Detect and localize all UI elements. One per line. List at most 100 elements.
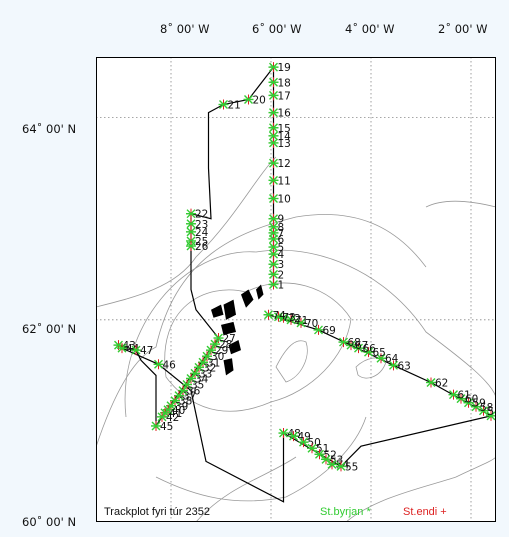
island	[223, 299, 236, 320]
station-label: 42	[166, 412, 179, 424]
lon-label-2w: 2˚ 00' W	[438, 22, 488, 36]
lat-label-60n: 60˚ 00' N	[22, 515, 77, 529]
station-label: 41	[169, 408, 182, 420]
lon-label-8w: 8˚ 00' W	[160, 22, 210, 36]
station-label: 39	[175, 401, 188, 413]
station-label: 3	[278, 259, 285, 271]
station-11: 11	[268, 175, 291, 187]
station-label: 18	[278, 77, 291, 89]
station-3: 3	[268, 259, 285, 271]
station-label: 2	[278, 269, 285, 281]
legend-end: St.endi +	[403, 506, 447, 518]
station-28: 28	[210, 339, 232, 351]
station-label: 4	[278, 249, 285, 261]
station-label: 25	[195, 236, 208, 248]
station-30: 30	[202, 351, 224, 363]
station-label: 45	[160, 421, 173, 433]
station-label: 29	[215, 345, 228, 357]
station-label: 46	[163, 359, 177, 371]
map-plot-area: 1234567891011121314151617181920212223242…	[96, 57, 496, 522]
plot-footer: Trackplot fyri túr 2352 St.byrjan * St.e…	[96, 504, 496, 522]
lon-label-6w: 6˚ 00' W	[252, 22, 302, 36]
station-label: 48	[288, 428, 301, 440]
station-label: 64	[385, 353, 399, 365]
station-label: 13	[278, 138, 291, 150]
station-label: 69	[323, 325, 336, 337]
station-label: 7	[278, 228, 285, 240]
station-label: 1	[278, 279, 285, 291]
depth-contours	[96, 156, 496, 522]
station-12: 12	[268, 158, 291, 170]
station-9: 9	[268, 213, 285, 226]
station-60: 60	[456, 393, 478, 406]
station-label: 57	[488, 406, 497, 418]
island	[223, 358, 234, 376]
station-label: 55	[345, 461, 358, 473]
station-label: 21	[228, 100, 241, 112]
depth-contour	[195, 456, 297, 522]
station-label: 10	[278, 194, 291, 206]
station-label: 66	[363, 343, 377, 355]
station-label: 71	[295, 315, 308, 327]
station-label: 5	[278, 242, 285, 254]
station-38: 38	[170, 395, 192, 408]
station-label: 28	[219, 339, 232, 351]
station-label: 47	[140, 345, 153, 357]
station-label: 70	[305, 318, 318, 330]
station-label: 43	[123, 340, 136, 352]
station-73: 73	[273, 311, 296, 324]
station-31: 31	[198, 357, 220, 369]
station-10: 10	[268, 193, 291, 206]
station-label: 61	[458, 390, 471, 402]
station-48: 48	[278, 428, 301, 440]
station-label: 14	[278, 131, 292, 143]
island	[228, 340, 241, 355]
station-label: 63	[398, 360, 411, 372]
station-label: 23	[195, 219, 208, 231]
station-label: 60	[465, 394, 478, 406]
station-label: 73	[283, 312, 296, 324]
station-66: 66	[353, 343, 377, 355]
station-2: 2	[268, 269, 285, 281]
station-label: 9	[278, 214, 285, 226]
depth-contour	[124, 249, 496, 418]
island	[221, 321, 236, 335]
station-label: 16	[278, 108, 292, 120]
station-label: 35	[191, 380, 204, 392]
station-label: 74	[273, 310, 287, 322]
station-14: 14	[268, 130, 292, 143]
station-29: 29	[206, 345, 228, 357]
station-68: 68	[338, 337, 361, 349]
station-label: 17	[278, 90, 291, 102]
faroe-islands-land	[211, 284, 264, 376]
station-label: 40	[172, 405, 185, 417]
station-46: 46	[153, 359, 177, 371]
station-label: 6	[278, 234, 285, 246]
station-37: 37	[174, 390, 196, 403]
station-4: 4	[268, 249, 285, 261]
station-label: 26	[195, 241, 209, 253]
island	[211, 304, 224, 318]
depth-contour	[425, 200, 496, 208]
station-74: 74	[263, 310, 287, 322]
station-17: 17	[268, 90, 291, 102]
station-64: 64	[376, 353, 399, 365]
station-20: 20	[243, 94, 266, 106]
station-label: 58	[480, 402, 493, 414]
station-label: 30	[211, 351, 224, 363]
station-33: 33	[190, 368, 212, 380]
station-35: 35	[182, 379, 204, 392]
station-label: 67	[355, 340, 368, 352]
station-26: 26	[186, 241, 209, 253]
station-label: 22	[195, 209, 208, 221]
station-19: 19	[268, 62, 291, 74]
station-15: 15	[268, 122, 291, 135]
station-label: 33	[199, 368, 212, 380]
station-69: 69	[313, 324, 336, 337]
station-label: 65	[373, 347, 386, 359]
station-34: 34	[186, 373, 209, 385]
island	[241, 289, 254, 308]
station-58: 58	[471, 401, 493, 414]
station-57: 57	[478, 405, 497, 418]
